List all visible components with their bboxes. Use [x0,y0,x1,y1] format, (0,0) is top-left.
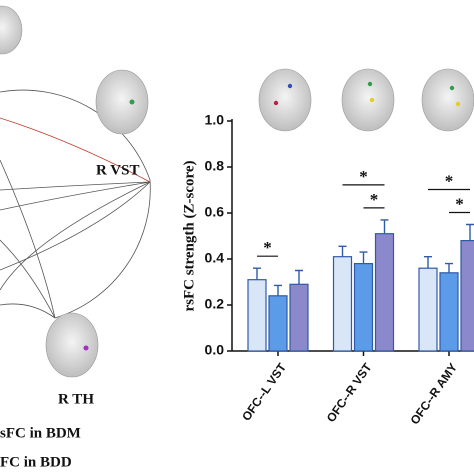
bar [289,283,309,352]
error-bar [274,284,282,296]
bar [268,295,288,352]
significance-label: * [359,167,368,186]
bar [353,263,374,352]
y-tick-label: 0.0 [205,342,225,358]
error-bar [253,267,261,280]
plot: 0.0 0.2 0.4 0.6 0.8 1.0 OFC--L VST OFC--R VST OF… [205,112,474,427]
bar [460,240,474,352]
y-tick-label: 0.6 [205,204,225,220]
y-axis-title: rsFC strength (Z-score) [181,160,197,311]
y-tick-label: 0.4 [205,250,225,266]
significance-label: * [370,190,379,209]
y-tick-label: 0.2 [205,296,225,312]
brain-dots [83,81,461,351]
diagram-legend: sFC in BDM [0,425,81,441]
significance-label: * [263,238,272,257]
error-bar [380,219,389,234]
bar [247,279,267,352]
error-bar [445,262,453,273]
bar [332,256,353,352]
error-bar [466,223,474,241]
diagram-label: R VST [96,162,140,178]
bar [418,267,438,352]
error-bar [295,269,303,285]
x-tick-label: OFC--R AMY [408,361,461,428]
significance-label: * [455,194,464,213]
error-bar [359,251,368,264]
x-tick-label: OFC--R VST [324,360,375,425]
diagram-label: R TH [58,391,94,407]
connectivity-diagram [0,89,151,319]
significance-label: * [445,171,454,190]
error-bar [424,256,432,269]
y-tick-label: 0.8 [205,158,225,174]
brain-images [0,5,474,378]
diagram-legend: FC in BDD [0,454,72,470]
x-tick-label: OFC--L VST [239,360,289,424]
bar [374,233,395,352]
error-bar [338,245,347,257]
bar [439,272,459,352]
y-tick-label: 1.0 [205,112,225,128]
